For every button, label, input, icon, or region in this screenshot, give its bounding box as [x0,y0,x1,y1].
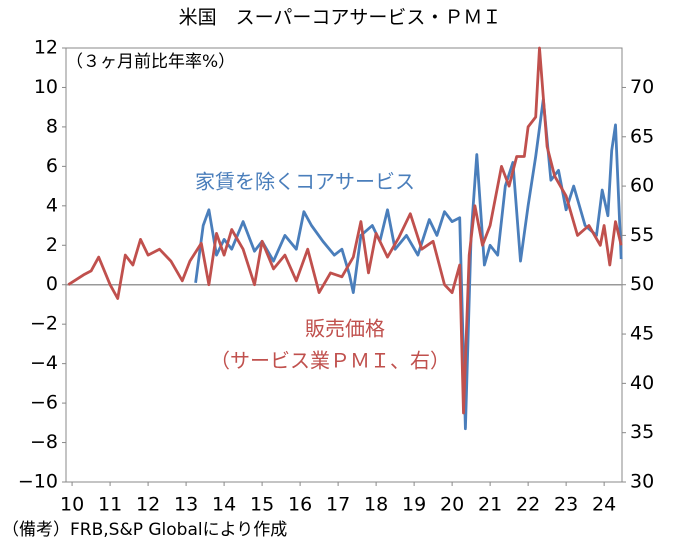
y2-tick-label: 30 [630,471,654,493]
x-tick-label: 12 [136,494,160,516]
y-tick-label: 2 [46,234,58,256]
x-tick-label: 18 [364,494,388,516]
y2-tick-label: 65 [630,125,654,147]
x-tick-label: 24 [592,494,616,516]
y-tick-label: −4 [30,352,58,374]
y-tick-label: 0 [46,273,58,295]
series-label-note: （サービス業ＰＭＩ、右） [210,349,450,373]
y2-tick-label: 55 [630,224,654,246]
y2-tick-label: 35 [630,421,654,443]
x-tick-label: 11 [98,494,122,516]
y-tick-label: 6 [46,155,58,177]
x-tick-label: 14 [212,494,236,516]
x-tick-label: 15 [250,494,274,516]
series-label: 家賃を除くコアサービス [195,170,415,194]
line-series [194,97,623,431]
x-tick-label: 23 [554,494,578,516]
x-tick-label: 10 [60,494,84,516]
x-tick-label: 17 [326,494,350,516]
x-tick-label: 19 [402,494,426,516]
y-tick-label: 10 [34,76,58,98]
line-series [67,46,623,415]
x-tick-label: 20 [440,494,464,516]
y2-tick-label: 45 [630,323,654,345]
y2-tick-label: 70 [630,76,654,98]
y-tick-label: −10 [18,471,58,493]
y2-tick-label: 60 [630,175,654,197]
y-tick-label: −8 [30,431,58,453]
x-tick-label: 16 [288,494,312,516]
y-tick-label: 12 [34,37,58,59]
y-tick-label: −6 [30,392,58,414]
y-tick-label: 8 [46,115,58,137]
x-tick-label: 22 [516,494,540,516]
y-tick-label: 4 [46,194,58,216]
y-tick-label: −2 [30,313,58,335]
footnote: （備考）FRB,S&P Globalにより作成 [2,520,287,540]
y2-tick-label: 40 [630,372,654,394]
y-axis-label: （３ヶ月前比年率%） [66,52,235,72]
chart-title: 米国 スーパーコアサービス・ＰＭＩ [179,7,502,29]
x-tick-label: 13 [174,494,198,516]
x-tick-label: 21 [478,494,502,516]
y2-tick-label: 50 [630,273,654,295]
plot-frame [65,47,623,483]
series-label: 販売価格 [305,317,385,341]
